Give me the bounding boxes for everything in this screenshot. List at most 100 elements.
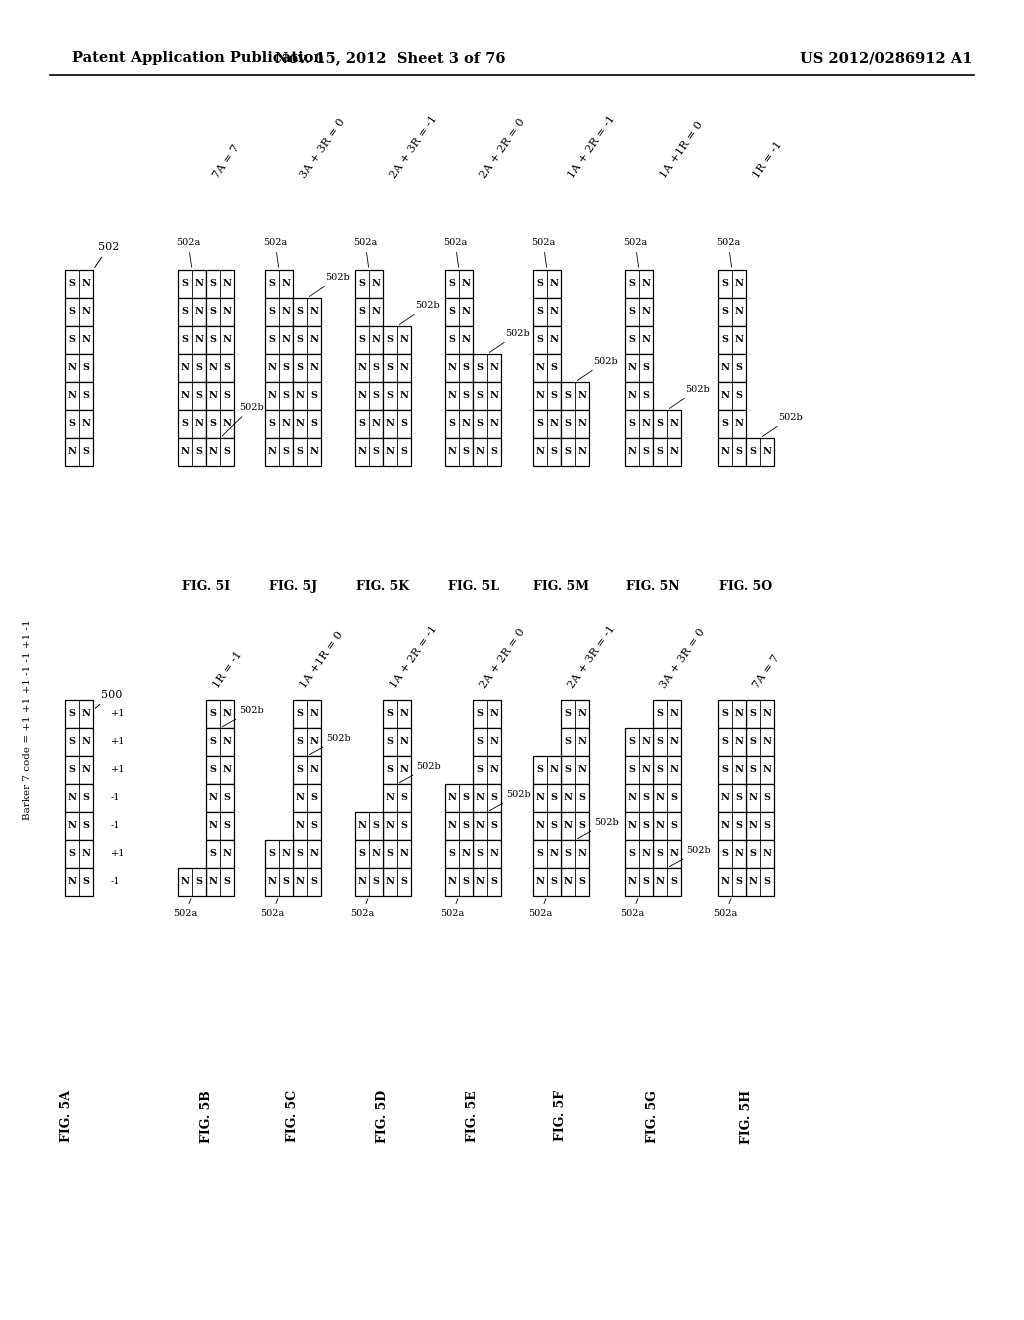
- Text: 502b: 502b: [222, 706, 264, 726]
- Bar: [355, 381, 383, 411]
- Text: S: S: [386, 392, 393, 400]
- Bar: [653, 756, 681, 784]
- Bar: [293, 381, 321, 411]
- Text: N: N: [536, 878, 545, 887]
- Text: 2A + 3R = -1: 2A + 3R = -1: [389, 114, 439, 180]
- Text: N: N: [399, 710, 409, 718]
- Text: S: S: [297, 766, 303, 775]
- Text: N: N: [386, 793, 394, 803]
- Bar: [206, 784, 234, 812]
- Text: FIG. 5J: FIG. 5J: [269, 579, 317, 593]
- Bar: [473, 411, 501, 438]
- Text: N: N: [222, 738, 231, 747]
- Bar: [473, 840, 501, 869]
- Text: N: N: [642, 738, 650, 747]
- Text: -1: -1: [111, 878, 121, 887]
- Text: S: S: [671, 821, 678, 830]
- Text: N: N: [734, 850, 743, 858]
- Text: S: S: [310, 878, 317, 887]
- Text: S: S: [629, 308, 636, 317]
- Text: S: S: [656, 420, 664, 429]
- Bar: [718, 812, 746, 840]
- Text: S: S: [386, 710, 393, 718]
- Bar: [206, 326, 234, 354]
- Text: S: S: [69, 335, 76, 345]
- Text: S: S: [750, 850, 757, 858]
- Text: 502a: 502a: [620, 899, 644, 917]
- Bar: [718, 381, 746, 411]
- Bar: [653, 700, 681, 729]
- Bar: [746, 729, 774, 756]
- Text: S: S: [83, 878, 89, 887]
- Text: N: N: [642, 335, 650, 345]
- Text: S: S: [449, 335, 456, 345]
- Text: N: N: [642, 850, 650, 858]
- Text: Barker 7 code = +1 +1 +1 -1 -1 +1 -1: Barker 7 code = +1 +1 +1 -1 -1 +1 -1: [24, 619, 33, 820]
- Text: FIG. 5F: FIG. 5F: [555, 1090, 567, 1140]
- Bar: [561, 729, 589, 756]
- Text: S: S: [297, 335, 303, 345]
- Bar: [293, 840, 321, 869]
- Text: 502a: 502a: [263, 238, 288, 267]
- Bar: [625, 411, 653, 438]
- Bar: [265, 869, 293, 896]
- Bar: [625, 812, 653, 840]
- Bar: [561, 812, 589, 840]
- Bar: [206, 381, 234, 411]
- Bar: [561, 784, 589, 812]
- Text: +1: +1: [111, 850, 126, 858]
- Text: S: S: [181, 335, 188, 345]
- Text: S: S: [358, 420, 366, 429]
- Text: S: S: [490, 878, 498, 887]
- Text: +1: +1: [111, 710, 126, 718]
- Bar: [718, 326, 746, 354]
- Text: S: S: [656, 447, 664, 457]
- Text: S: S: [373, 363, 380, 372]
- Text: N: N: [628, 392, 637, 400]
- Text: N: N: [550, 335, 558, 345]
- Bar: [445, 411, 473, 438]
- Text: N: N: [209, 447, 217, 457]
- Text: N: N: [357, 363, 367, 372]
- Text: N: N: [763, 766, 771, 775]
- Text: N: N: [68, 821, 77, 830]
- Text: 1R = -1: 1R = -1: [752, 140, 784, 180]
- Bar: [265, 271, 293, 298]
- Text: S: S: [210, 766, 216, 775]
- Bar: [746, 869, 774, 896]
- Text: S: S: [537, 420, 544, 429]
- Text: S: S: [400, 878, 408, 887]
- Text: S: S: [537, 308, 544, 317]
- Text: S: S: [297, 710, 303, 718]
- Text: N: N: [763, 447, 771, 457]
- Text: N: N: [309, 308, 318, 317]
- Bar: [746, 438, 774, 466]
- Text: N: N: [399, 850, 409, 858]
- Text: N: N: [642, 280, 650, 289]
- Text: S: S: [722, 850, 728, 858]
- Text: N: N: [209, 793, 217, 803]
- Text: N: N: [399, 766, 409, 775]
- Text: N: N: [489, 738, 499, 747]
- Text: 502b: 502b: [578, 818, 618, 838]
- Text: N: N: [296, 878, 304, 887]
- Text: S: S: [373, 821, 380, 830]
- Text: N: N: [195, 308, 204, 317]
- Text: 502a: 502a: [623, 238, 647, 267]
- Text: 1A +1R = 0: 1A +1R = 0: [658, 120, 706, 180]
- Bar: [561, 411, 589, 438]
- Text: N: N: [357, 878, 367, 887]
- Text: S: S: [210, 335, 216, 345]
- Text: S: S: [196, 363, 203, 372]
- Text: N: N: [180, 447, 189, 457]
- Text: S: S: [83, 821, 89, 830]
- Bar: [355, 411, 383, 438]
- Text: S: S: [671, 793, 678, 803]
- Text: S: S: [642, 363, 649, 372]
- Bar: [534, 869, 561, 896]
- Text: 502b: 502b: [489, 789, 530, 810]
- Bar: [206, 869, 234, 896]
- Text: N: N: [734, 280, 743, 289]
- Text: N: N: [749, 878, 758, 887]
- Text: S: S: [750, 447, 757, 457]
